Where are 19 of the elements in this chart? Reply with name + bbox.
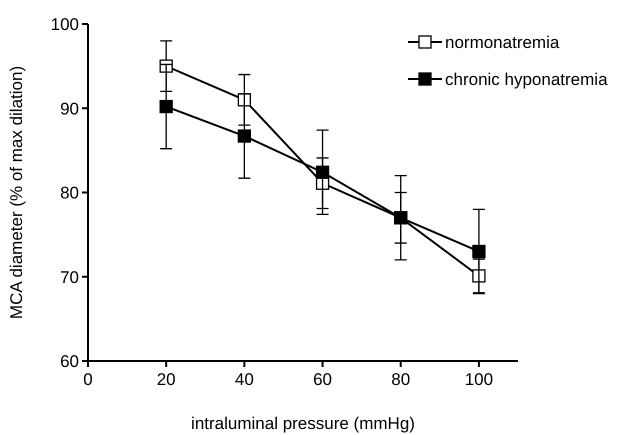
legend-label: normonatremia (445, 33, 560, 52)
x-tick-label: 40 (234, 370, 254, 389)
x-tick-label: 60 (313, 370, 332, 389)
x-tick-label: 80 (391, 370, 410, 389)
y-tick-label: 100 (50, 15, 79, 34)
y-tick-label: 90 (60, 99, 79, 118)
legend-label: chronic hyponatremia (445, 70, 608, 89)
x-tick-label: 20 (156, 370, 176, 389)
point (472, 244, 486, 258)
y-tick-label: 70 (60, 268, 79, 287)
y-axis-title: MCA diameter (% of max dilation) (7, 66, 26, 320)
x-axis-title: intraluminal pressure (mmHg) (191, 414, 415, 433)
y-tick-label: 80 (60, 184, 79, 202)
point (160, 100, 173, 114)
x-tick-label: 100 (464, 370, 494, 389)
point (238, 129, 252, 143)
x-tick-label: 0 (83, 370, 93, 389)
point (316, 166, 330, 179)
y-tick-label: 60 (60, 352, 79, 371)
